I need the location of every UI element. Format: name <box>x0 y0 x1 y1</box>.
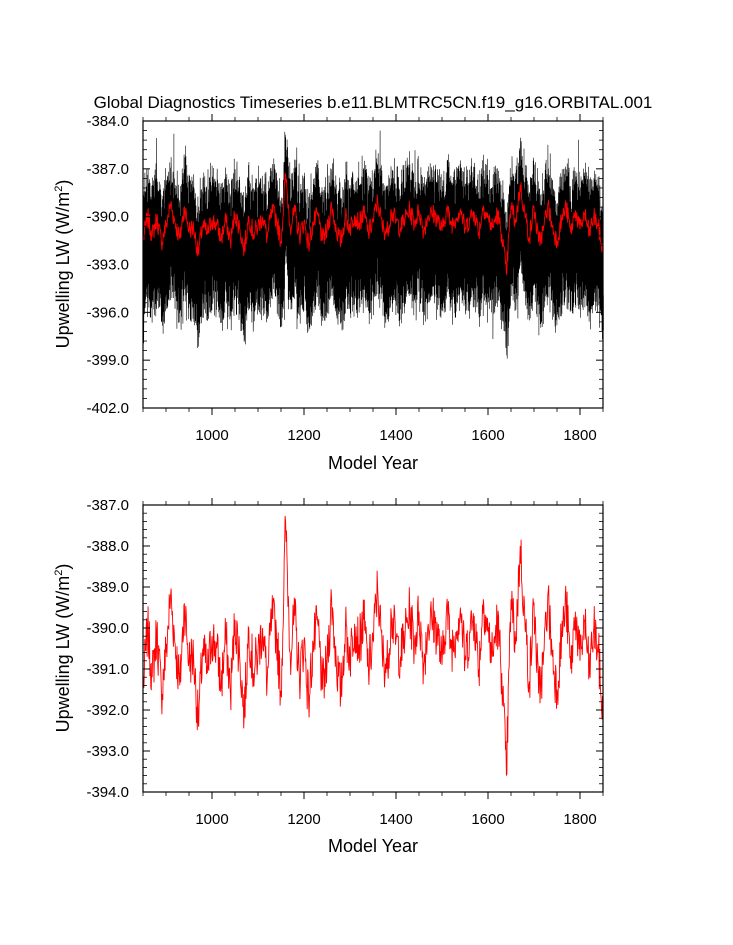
bottom-y-tick-label: -391.0 <box>86 661 129 678</box>
top-chart: Global Diagnostics Timeseries b.e11.BLMT… <box>53 93 652 473</box>
monthly-series-line <box>142 130 604 359</box>
top-x-axis: 1000 1200 1400 1600 1800 <box>142 114 604 444</box>
bottom-y-axis-label-close: ) <box>53 564 73 570</box>
bottom-y-axis-label: Upwelling LW (W/m2) <box>53 564 73 733</box>
top-y-tick-label: -387.0 <box>86 161 129 178</box>
top-y-axis-label-close: ) <box>53 180 73 186</box>
top-x-axis-label: Model Year <box>328 453 418 473</box>
bottom-x-tick-label: 1200 <box>287 811 320 828</box>
bottom-y-axis-label-main: Upwelling LW (W/m <box>53 576 73 733</box>
bottom-x-tick-label: 1800 <box>563 811 596 828</box>
top-x-tick-label: 1200 <box>287 427 320 444</box>
top-y-tick-label: -390.0 <box>86 209 129 226</box>
chart-title: Global Diagnostics Timeseries b.e11.BLMT… <box>94 93 653 112</box>
top-y-tick-label: -393.0 <box>86 257 129 274</box>
bottom-y-axis-label-superscript: 2 <box>53 570 65 576</box>
bottom-x-tick-label: 1000 <box>195 811 228 828</box>
bottom-x-tick-label: 1400 <box>379 811 412 828</box>
top-y-tick-label: -402.0 <box>86 400 129 417</box>
top-y-tick-label: -399.0 <box>86 352 129 369</box>
bottom-x-axis: 1000 1200 1400 1600 1800 <box>142 498 604 828</box>
bottom-y-axis: -387.0 -388.0 -389.0 -390.0 -391.0 -392.0 -393… <box>86 497 603 801</box>
top-y-tick-label: -384.0 <box>86 113 129 130</box>
bottom-x-tick-label: 1600 <box>471 811 504 828</box>
top-y-axis-label: Upwelling LW (W/m2) <box>53 180 73 349</box>
annual-mean-path-bottom <box>142 515 604 776</box>
top-y-axis-label-main: Upwelling LW (W/m <box>53 192 73 349</box>
annual-mean-series-line <box>142 515 604 776</box>
top-y-axis-label-superscript: 2 <box>53 186 65 192</box>
bottom-y-tick-label: -389.0 <box>86 579 129 596</box>
bottom-y-tick-label: -388.0 <box>86 538 129 555</box>
top-x-tick-label: 1000 <box>195 427 228 444</box>
top-x-tick-label: 1600 <box>471 427 504 444</box>
annual-mean-path-top <box>142 172 604 276</box>
bottom-y-tick-label: -387.0 <box>86 497 129 514</box>
bottom-y-tick-label: -393.0 <box>86 743 129 760</box>
top-y-tick-label: -396.0 <box>86 304 129 321</box>
bottom-y-tick-label: -394.0 <box>86 784 129 801</box>
top-y-axis: -384.0 -387.0 -390.0 -393.0 -396.0 -399.0 -402… <box>86 113 603 417</box>
bottom-y-tick-label: -390.0 <box>86 620 129 637</box>
annual-mean-series-line <box>142 172 604 276</box>
top-x-tick-label: 1800 <box>563 427 596 444</box>
bottom-y-tick-label: -392.0 <box>86 702 129 719</box>
bottom-chart: -387.0 -388.0 -389.0 -390.0 -391.0 -392.0 -393… <box>53 497 604 856</box>
bottom-x-axis-label: Model Year <box>328 836 418 856</box>
monthly-series-path <box>142 130 604 359</box>
top-x-tick-label: 1400 <box>379 427 412 444</box>
